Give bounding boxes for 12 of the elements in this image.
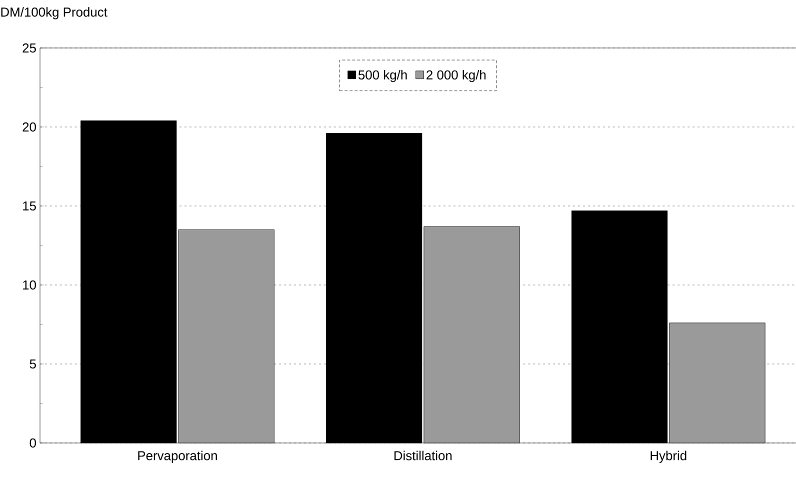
y-tick-label: 10 [23,280,36,290]
y-tick-label: 5 [30,359,36,368]
y-axis-title: DM/100kg Product [1,7,108,20]
x-tick-label: Pervaporation [138,450,217,463]
x-tick-label: Hybrid [650,450,686,463]
y-tick-label: 25 [22,43,36,53]
y-tick-label: 20 [22,122,36,132]
y-tick-label: 15 [23,201,36,210]
legend-label: 500 kg/h [358,70,407,82]
legend-label: 2 000 kg/h [426,70,486,82]
x-tick-label: Distillation [394,450,452,460]
y-tick-label: 0 [30,438,36,448]
